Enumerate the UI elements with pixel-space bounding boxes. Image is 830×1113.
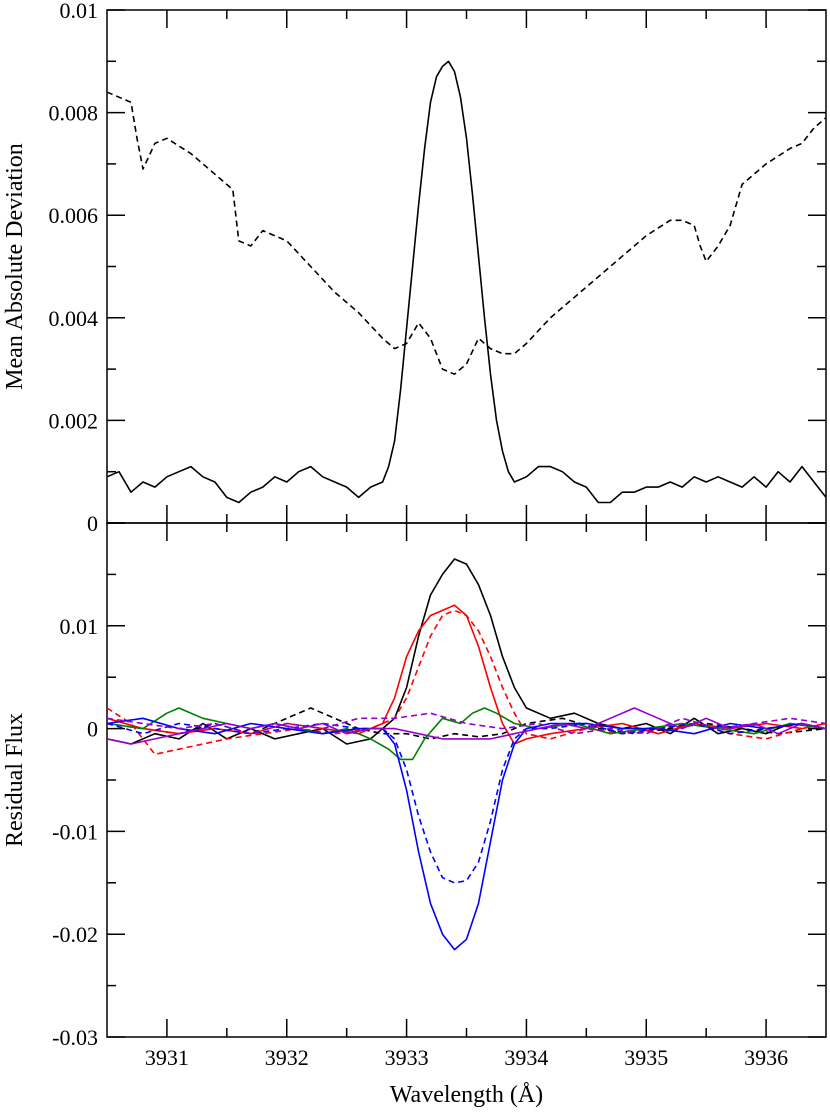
- plot-frame: [106, 522, 827, 1038]
- y-tick-label: 0.01: [60, 614, 99, 639]
- series-line-8: [106, 707, 827, 745]
- y-axis-title: Mean Absolute Deviation: [2, 143, 28, 390]
- series-line-2: [106, 91, 827, 375]
- x-tick-label: 3933: [385, 1045, 429, 1070]
- top-panel: 0 0.002 0.004 0.006 0.008 0.01 Mean Absolute D…: [2, 0, 827, 536]
- series-line-7: [106, 722, 827, 884]
- y-tick-label: 0: [87, 717, 98, 742]
- series-line-9: [106, 712, 827, 735]
- y-tick-label: 0.01: [60, 0, 99, 23]
- y-tick-label: -0.02: [52, 922, 98, 947]
- y-tick-label: 0.004: [49, 306, 99, 331]
- x-tick-label: 3931: [145, 1045, 189, 1070]
- series-line-4: [106, 609, 827, 756]
- x-tick-label: 3936: [744, 1045, 788, 1070]
- bottom-panel: -0.03 -0.02 -0.01 0 0.01 3931 3932 3933 3934 3935…: [2, 522, 827, 1108]
- x-tick-label: 3934: [504, 1045, 548, 1070]
- x-axis-title: Wavelength (Å): [390, 1082, 543, 1108]
- y-tick-label: 0.008: [49, 101, 99, 126]
- y-tick-label: -0.03: [52, 1025, 98, 1050]
- y-axis-title: Residual Flux: [2, 713, 28, 847]
- y-tick-label: 0.002: [49, 408, 99, 433]
- plot-frame: [106, 9, 827, 524]
- x-tick-label: 3932: [265, 1045, 309, 1070]
- y-tick-label: -0.01: [52, 819, 98, 844]
- series-line-1: [106, 60, 827, 504]
- series-line-6: [106, 717, 827, 951]
- series-line-1: [106, 558, 827, 745]
- y-tick-label: 0: [87, 511, 98, 536]
- y-tick-label: 0.006: [49, 203, 99, 228]
- x-tick-label: 3935: [624, 1045, 668, 1070]
